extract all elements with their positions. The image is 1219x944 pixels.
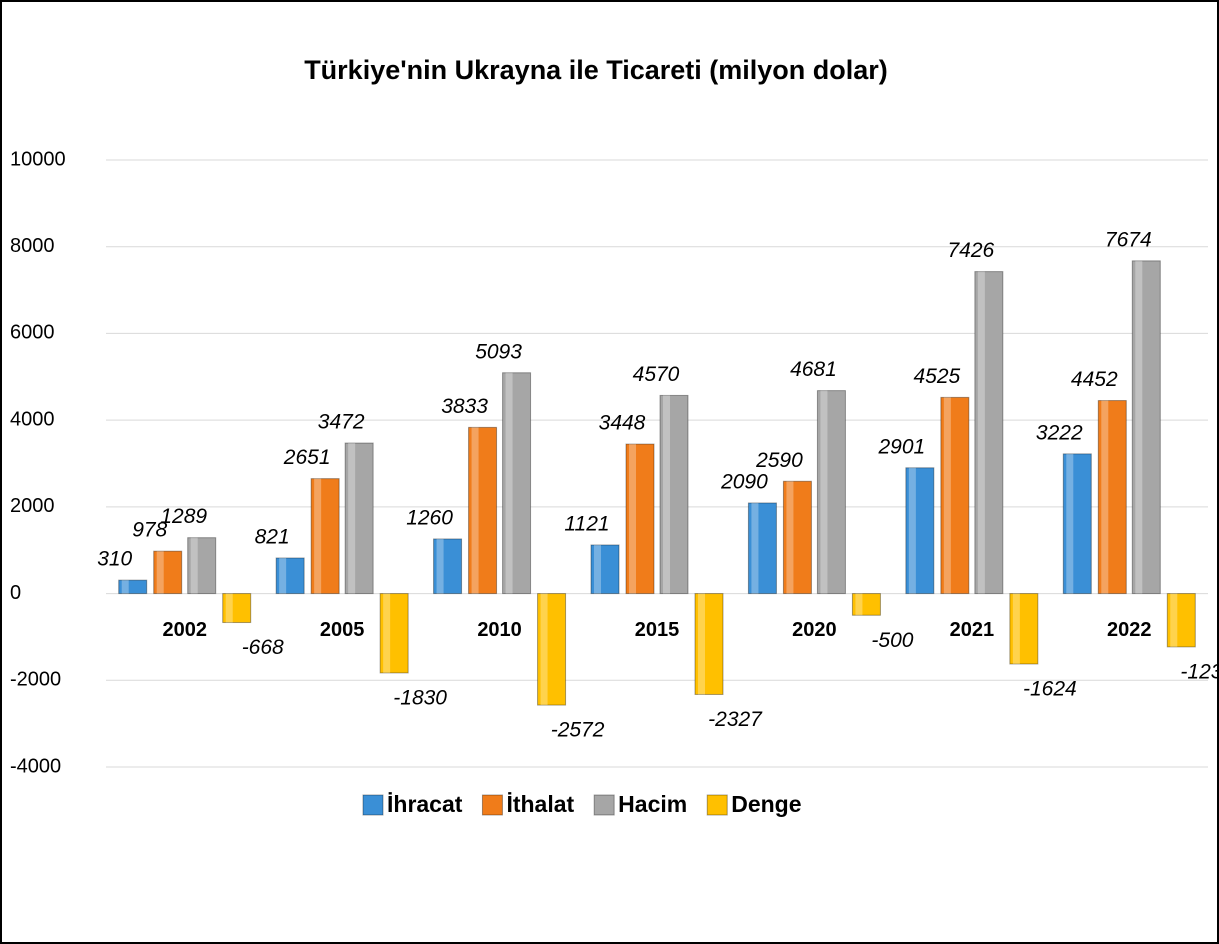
data-label: -500 bbox=[871, 629, 913, 652]
data-label: -1830 bbox=[393, 686, 447, 709]
x-tick-label: 2020 bbox=[792, 619, 837, 641]
data-label: -1624 bbox=[1023, 678, 1077, 701]
x-tick-label: 2022 bbox=[1107, 619, 1152, 641]
x-tick-label: 2010 bbox=[477, 619, 522, 641]
bar bbox=[1131, 260, 1161, 595]
bar bbox=[940, 396, 970, 595]
data-label: 4681 bbox=[790, 358, 837, 381]
y-tick-label: 0 bbox=[10, 582, 21, 604]
data-label: 2090 bbox=[720, 471, 768, 494]
bar bbox=[816, 390, 846, 595]
bar bbox=[1166, 593, 1196, 648]
data-label: 3222 bbox=[1036, 421, 1083, 444]
bar bbox=[694, 593, 724, 695]
bar bbox=[537, 593, 567, 706]
bar bbox=[1097, 400, 1127, 595]
legend-swatch bbox=[706, 794, 728, 816]
y-tick-label: 6000 bbox=[10, 322, 55, 344]
y-tick-label: -4000 bbox=[10, 755, 61, 777]
data-label: 2901 bbox=[877, 435, 925, 458]
legend-swatch bbox=[362, 794, 384, 816]
bar bbox=[502, 372, 532, 595]
data-label: 4452 bbox=[1071, 368, 1118, 391]
data-label: 4525 bbox=[913, 365, 960, 388]
bar bbox=[153, 550, 183, 595]
data-label: -2572 bbox=[551, 719, 605, 742]
chart-title: Türkiye'nin Ukrayna ile Ticareti (milyon… bbox=[304, 55, 888, 85]
data-label: 1289 bbox=[160, 505, 207, 528]
data-label: 2651 bbox=[283, 446, 331, 469]
y-tick-label: 10000 bbox=[10, 148, 66, 170]
data-label: -668 bbox=[242, 636, 284, 659]
legend-label: Hacim bbox=[618, 791, 687, 817]
bar bbox=[433, 538, 463, 595]
bar bbox=[747, 502, 777, 595]
bar bbox=[1009, 593, 1039, 665]
bar bbox=[782, 480, 812, 595]
bar bbox=[118, 579, 148, 595]
bar bbox=[310, 478, 340, 595]
x-tick-label: 2005 bbox=[320, 619, 365, 641]
legend-swatch bbox=[481, 794, 503, 816]
data-label: 4570 bbox=[633, 363, 680, 386]
bar bbox=[275, 557, 305, 595]
data-label: 3833 bbox=[441, 395, 488, 418]
y-tick-label: 2000 bbox=[10, 495, 55, 517]
data-label: 821 bbox=[255, 526, 290, 549]
data-label: 7426 bbox=[947, 239, 994, 262]
x-tick-label: 2021 bbox=[950, 619, 995, 641]
data-label: 7674 bbox=[1105, 228, 1152, 251]
bar bbox=[222, 593, 252, 624]
bar bbox=[905, 467, 935, 595]
data-label: 2590 bbox=[755, 449, 803, 472]
bar bbox=[625, 443, 655, 595]
legend-swatch bbox=[593, 794, 615, 816]
data-label: 1260 bbox=[406, 506, 453, 529]
y-tick-label: 8000 bbox=[10, 235, 55, 257]
data-label: 3448 bbox=[599, 412, 646, 435]
data-label: 978 bbox=[132, 519, 167, 542]
y-tick-label: 4000 bbox=[10, 408, 55, 430]
y-tick-label: -2000 bbox=[10, 669, 61, 691]
bar bbox=[851, 593, 881, 616]
data-label: 5093 bbox=[475, 340, 522, 363]
bar bbox=[974, 271, 1004, 595]
bar bbox=[187, 537, 217, 595]
bar bbox=[590, 544, 620, 595]
data-label: -1230 bbox=[1180, 660, 1219, 683]
data-label: -2327 bbox=[708, 708, 763, 731]
bar bbox=[468, 426, 498, 595]
x-tick-label: 2015 bbox=[635, 619, 680, 641]
legend-label: Denge bbox=[731, 791, 801, 817]
bar bbox=[659, 394, 689, 595]
bar bbox=[1062, 453, 1092, 595]
data-label: 1121 bbox=[564, 513, 609, 536]
legend-label: İthalat bbox=[506, 791, 574, 817]
data-label: 3472 bbox=[318, 411, 365, 434]
bar bbox=[379, 593, 409, 674]
x-tick-label: 2002 bbox=[162, 619, 207, 641]
data-label: 310 bbox=[97, 548, 132, 571]
bar bbox=[344, 442, 374, 595]
legend-label: İhracat bbox=[387, 791, 463, 817]
